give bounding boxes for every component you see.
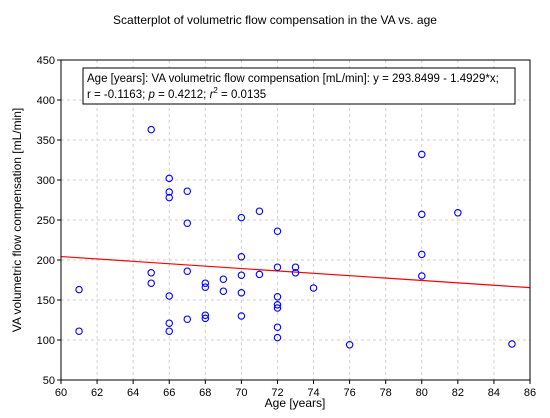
x-tick-label: 82: [452, 387, 464, 399]
data-point: [147, 279, 155, 287]
annotation-r2-value: = 0.0135: [218, 89, 266, 101]
data-point: [237, 312, 246, 320]
y-tick-label: 200: [37, 255, 55, 267]
annotation-line-2: r = -0.1163; p = 0.4212; r2 = 0.0135: [87, 86, 266, 101]
data-point: [183, 267, 192, 275]
data-point: [291, 269, 300, 277]
y-tick-label: 250: [37, 215, 55, 227]
data-point: [219, 287, 228, 295]
data-point: [418, 210, 426, 219]
data-point: [273, 304, 282, 312]
x-tick-label: 80: [416, 387, 428, 399]
chart-title: Scatterplot of volumetric flow compensat…: [113, 13, 437, 27]
data-point: [454, 209, 462, 217]
data-point: [165, 319, 173, 327]
annotation-p: p: [147, 89, 155, 101]
annotation-box: Age [years]: VA volumetric flow compensa…: [82, 67, 516, 105]
annotation-r2-sup: 2: [213, 86, 218, 95]
data-point: [201, 311, 210, 319]
y-axis-ticks: 50 100 150 200 250 300 350 400 450: [37, 55, 61, 387]
regression-line: [60, 255, 531, 289]
data-point: [291, 263, 300, 271]
annotation-p-value: = 0.4212;: [155, 89, 210, 101]
y-axis-label: VA volumetric flow compensation [mL/min]: [10, 108, 24, 333]
x-tick-label: 64: [127, 387, 139, 399]
data-point: [165, 292, 173, 300]
data-point: [201, 279, 210, 287]
data-point: [237, 213, 246, 222]
y-tick-label: 400: [37, 95, 55, 107]
y-tick-label: 100: [37, 335, 55, 347]
data-point: [273, 263, 282, 271]
x-tick-label: 76: [343, 387, 355, 399]
y-tick-label: 150: [37, 295, 55, 307]
data-point: [201, 283, 210, 291]
data-point: [75, 327, 83, 335]
data-point: [237, 271, 246, 279]
data-point: [183, 219, 192, 227]
x-tick-label: 84: [488, 387, 500, 399]
data-point: [165, 188, 173, 196]
data-point: [201, 314, 210, 323]
data-point: [273, 323, 282, 331]
y-tick-label: 450: [37, 55, 55, 67]
data-point: [508, 340, 516, 348]
data-point: [183, 187, 192, 195]
data-point: [147, 125, 155, 134]
y-tick-label: 350: [37, 135, 55, 147]
data-point: [255, 207, 264, 215]
data-point: [345, 341, 354, 349]
annotation-line-1: Age [years]: VA volumetric flow compensa…: [87, 73, 499, 85]
data-point: [219, 275, 228, 283]
data-point: [309, 284, 318, 292]
data-point: [75, 285, 83, 294]
data-point: [273, 301, 282, 309]
data-point: [273, 227, 282, 235]
x-tick-label: 68: [199, 387, 211, 399]
data-point: [418, 250, 426, 259]
x-tick-label: 78: [380, 387, 392, 399]
data-point: [273, 333, 282, 342]
x-tick-label: 62: [91, 387, 103, 399]
data-point: [255, 270, 264, 279]
x-axis-label: Age [years]: [265, 396, 326, 410]
x-tick-label: 86: [524, 387, 536, 399]
data-point: [165, 174, 173, 183]
data-points: [75, 94, 516, 349]
y-tick-label: 300: [37, 175, 55, 187]
data-point: [165, 193, 173, 202]
data-point: [273, 293, 282, 301]
x-tick-label: 70: [235, 387, 247, 399]
x-axis-ticks: 60 62 64 66 68 70 72 74 76 78 80 82 84 86: [55, 380, 536, 399]
x-tick-label: 74: [307, 387, 319, 399]
data-point: [183, 315, 192, 323]
data-point: [165, 327, 173, 335]
y-tick-label: 50: [43, 375, 55, 387]
data-point: [147, 269, 155, 277]
data-point: [418, 150, 426, 159]
data-point: [237, 253, 246, 261]
x-tick-label: 60: [55, 387, 67, 399]
x-tick-label: 72: [271, 387, 283, 399]
annotation-r: r = -0.1163;: [87, 89, 148, 101]
annotation-r2-r: r: [210, 89, 215, 101]
data-point: [237, 289, 246, 297]
plot-border: [60, 59, 531, 381]
data-point: [418, 272, 426, 280]
x-tick-label: 66: [163, 387, 175, 399]
